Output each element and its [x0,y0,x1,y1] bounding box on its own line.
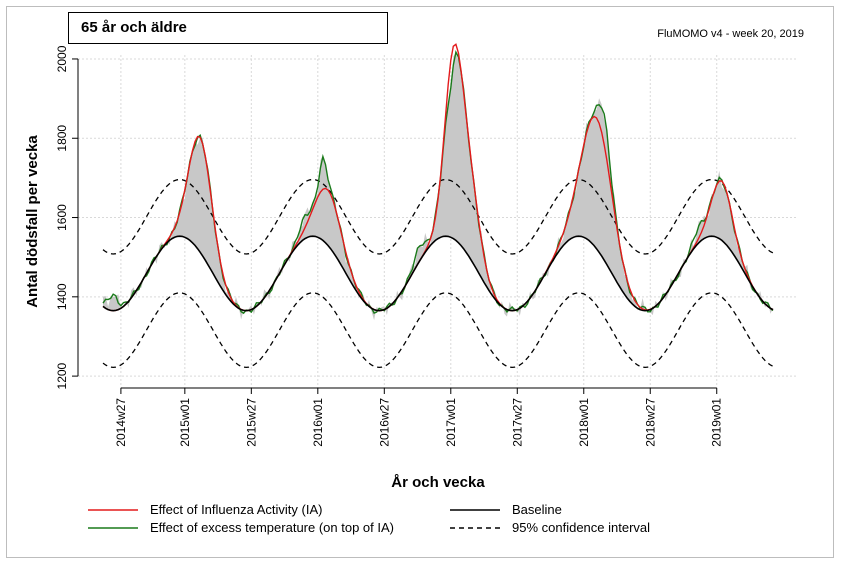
y-tick-label: 1800 [55,125,69,152]
x-axis-title: År och vecka [391,474,485,491]
series [102,43,774,369]
x-tick-label: 2016w01 [311,398,325,447]
chart-title: 65 år och äldre [68,12,388,44]
chart-frame [6,6,834,558]
ci-lower-line [102,292,774,369]
legend: Effect of Influenza Activity (IA) Effect … [88,502,650,535]
y-tick-label: 1400 [55,283,69,310]
legend-label-ia: Effect of Influenza Activity (IA) [150,502,322,517]
legend-label-baseline: Baseline [512,502,562,517]
y-axis-title: Antal dödsfall per vecka [24,135,41,308]
y-tick-label: 1600 [55,204,69,231]
x-tick-label: 2017w01 [444,398,458,447]
x-tick-label: 2015w27 [244,398,258,447]
x-tick-label: 2018w27 [643,398,657,447]
observed-deaths-area [103,53,773,321]
x-tick-label: 2014w27 [114,398,128,447]
source-label: FluMOMO v4 - week 20, 2019 [657,28,804,40]
axes: 1200 1400 1600 1800 2000 2014w27 2015w01 2015w2… [24,45,724,491]
x-tick-label: 2015w01 [178,398,192,447]
x-tick-label: 2016w27 [377,398,391,447]
x-tick-label: 2018w01 [577,398,591,447]
legend-label-ci: 95% confidence interval [512,520,650,535]
ci-upper-line [102,178,774,255]
x-tick-label: 2019w01 [710,398,724,447]
grid [78,55,798,388]
observed-band [103,53,773,321]
baseline-line [102,235,774,312]
y-tick-label: 1200 [55,362,69,389]
y-tick-label: 2000 [55,45,69,72]
x-tick-label: 2017w27 [510,398,524,447]
legend-label-temp: Effect of excess temperature (on top of … [150,520,394,535]
